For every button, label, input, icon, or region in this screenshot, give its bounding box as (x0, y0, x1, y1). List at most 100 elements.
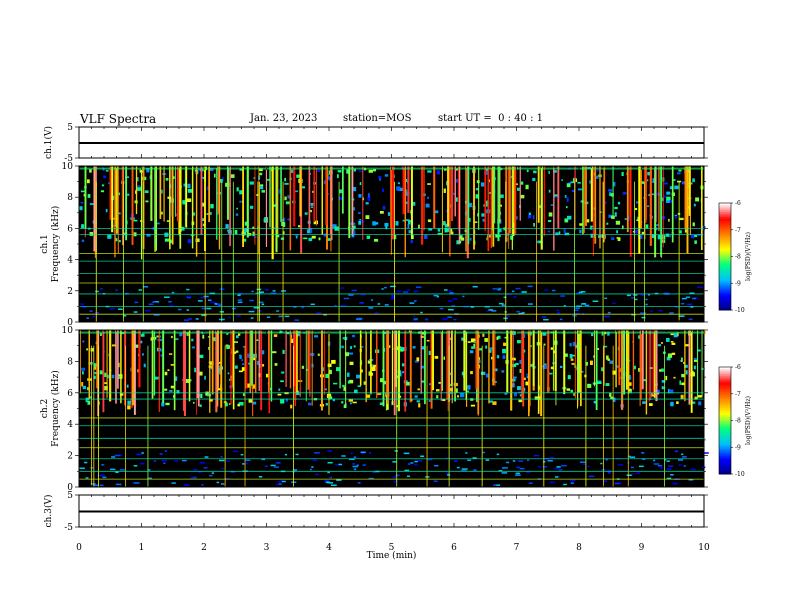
band-mark (230, 375, 234, 380)
noise-mark (526, 471, 531, 473)
band-mark (427, 170, 432, 173)
band-mark (372, 221, 376, 226)
band-mark (143, 363, 146, 368)
band-mark (384, 380, 387, 385)
band-mark (569, 354, 573, 359)
band-mark (379, 178, 382, 181)
noise-mark (626, 294, 631, 297)
noise-mark (231, 307, 236, 310)
noise-mark (293, 469, 298, 471)
band-mark (89, 203, 94, 205)
noise-mark (647, 294, 651, 296)
colorbar-segment (719, 235, 731, 238)
noise-mark (580, 291, 586, 293)
band-mark (427, 219, 432, 223)
band-mark (242, 238, 247, 242)
band-mark (252, 353, 257, 358)
noise-mark (413, 290, 419, 293)
band-mark (693, 365, 696, 370)
colorbar-segment (719, 286, 731, 290)
band-mark (614, 212, 617, 217)
band-mark (485, 168, 488, 172)
band-mark (677, 172, 681, 175)
band-mark (164, 238, 170, 242)
band-mark (133, 219, 138, 222)
band-mark (634, 207, 638, 211)
noise-mark (85, 477, 89, 479)
noise-mark (214, 303, 218, 305)
noise-mark (414, 300, 417, 302)
noise-mark (351, 289, 357, 292)
band-mark (93, 363, 97, 368)
noise-mark (505, 315, 510, 317)
noise-mark (427, 458, 433, 461)
band-mark (470, 398, 474, 401)
band-mark (373, 238, 379, 242)
noise-mark (148, 303, 154, 306)
noise-mark (352, 465, 359, 468)
band-mark (339, 196, 343, 201)
band-mark (272, 204, 277, 207)
colorbar-segment (719, 238, 731, 241)
noise-mark (664, 459, 667, 461)
noise-mark (384, 286, 387, 289)
noise-mark (147, 477, 152, 480)
noise-mark (391, 295, 394, 297)
noise-mark (689, 292, 695, 294)
noise-mark (133, 465, 138, 467)
noise-mark (511, 290, 515, 293)
band-mark (443, 188, 446, 193)
band-mark (169, 390, 173, 392)
colorbar-tick-label: -7 (735, 391, 741, 398)
band-mark (237, 333, 241, 336)
noise-mark (690, 468, 696, 471)
noise-mark (256, 288, 262, 291)
band-mark (343, 386, 346, 391)
band-mark (353, 345, 356, 348)
noise-mark (249, 299, 254, 302)
band-mark (657, 344, 662, 347)
noise-mark (118, 308, 123, 310)
noise-mark (413, 315, 416, 317)
colorbar-segment (719, 268, 731, 272)
band-mark (281, 371, 285, 374)
noise-mark (360, 451, 366, 454)
noise-mark (697, 286, 703, 289)
band-mark (136, 185, 141, 188)
band-mark (497, 335, 501, 339)
noise-mark (211, 472, 214, 474)
noise-mark (493, 484, 497, 486)
noise-mark (403, 452, 410, 455)
noise-mark (183, 484, 190, 486)
band-mark (681, 357, 683, 362)
colorbar-segment (719, 272, 731, 275)
band-mark (436, 170, 440, 175)
band-mark (681, 373, 686, 378)
noise-mark (201, 314, 207, 317)
band-mark (661, 342, 663, 344)
noise-mark (681, 297, 687, 300)
colorbar-segment (719, 450, 731, 454)
noise-mark (228, 316, 231, 319)
band-mark (589, 180, 593, 184)
band-mark (455, 197, 458, 202)
band-mark (251, 384, 256, 389)
band-mark (482, 218, 485, 222)
noise-mark (582, 303, 587, 305)
noise-mark (218, 304, 221, 307)
band-mark (694, 240, 697, 244)
colorbar-segment (719, 379, 731, 382)
band-mark (564, 353, 568, 357)
colorbar-segment (719, 308, 731, 311)
band-mark (252, 226, 255, 230)
band-mark (538, 396, 542, 401)
band-mark (666, 191, 671, 195)
band-mark (165, 178, 169, 181)
noise-mark (603, 480, 607, 483)
band-mark (217, 371, 222, 375)
noise-mark (674, 450, 679, 453)
band-mark (186, 198, 192, 202)
band-mark (554, 194, 559, 198)
noise-mark (576, 292, 580, 294)
band-mark (673, 333, 678, 338)
